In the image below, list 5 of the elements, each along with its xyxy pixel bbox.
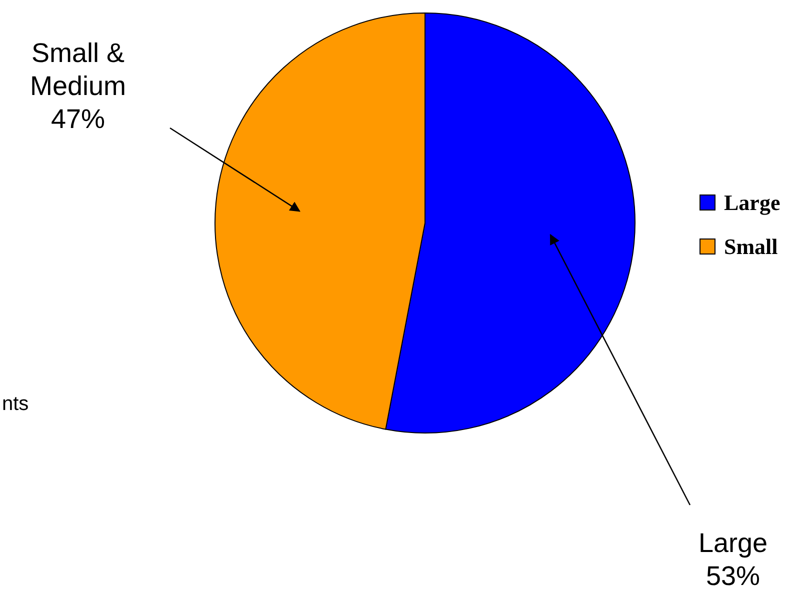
data-label: Small & Medium 47% bbox=[30, 38, 126, 134]
legend-label: Small bbox=[724, 234, 778, 259]
text: nts bbox=[2, 393, 29, 415]
legend-label: Large bbox=[724, 190, 780, 215]
data-label: Large 53% bbox=[698, 528, 768, 591]
